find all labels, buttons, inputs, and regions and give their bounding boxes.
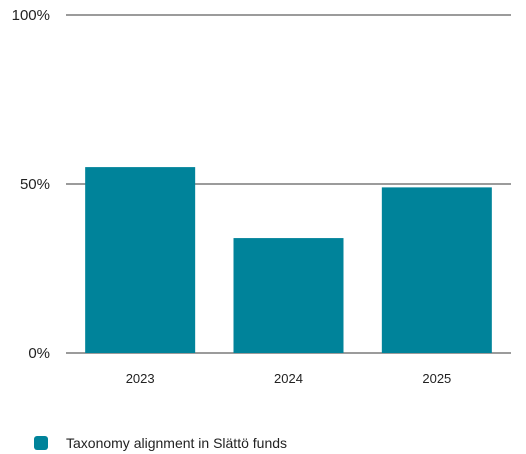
bar-2025 [381, 187, 492, 353]
legend: Taxonomy alignment in Slättö funds [34, 435, 287, 451]
x-axis-tick-labels: 2023 2024 2025 [126, 371, 452, 386]
x-tick-label: 2025 [422, 371, 451, 386]
bar-2024 [233, 238, 344, 353]
bars [85, 167, 492, 353]
bar-2023 [85, 167, 196, 353]
y-tick-label: 0% [28, 345, 50, 362]
legend-swatch [34, 436, 48, 450]
bar-chart: 0% 50% 100% 2023 2024 2025 [12, 7, 511, 386]
x-tick-label: 2023 [126, 371, 155, 386]
y-axis-tick-labels: 0% 50% 100% [12, 7, 50, 362]
legend-label: Taxonomy alignment in Slättö funds [66, 435, 288, 451]
y-tick-label: 100% [12, 7, 50, 24]
y-tick-label: 50% [20, 176, 50, 193]
x-tick-label: 2024 [274, 371, 303, 386]
